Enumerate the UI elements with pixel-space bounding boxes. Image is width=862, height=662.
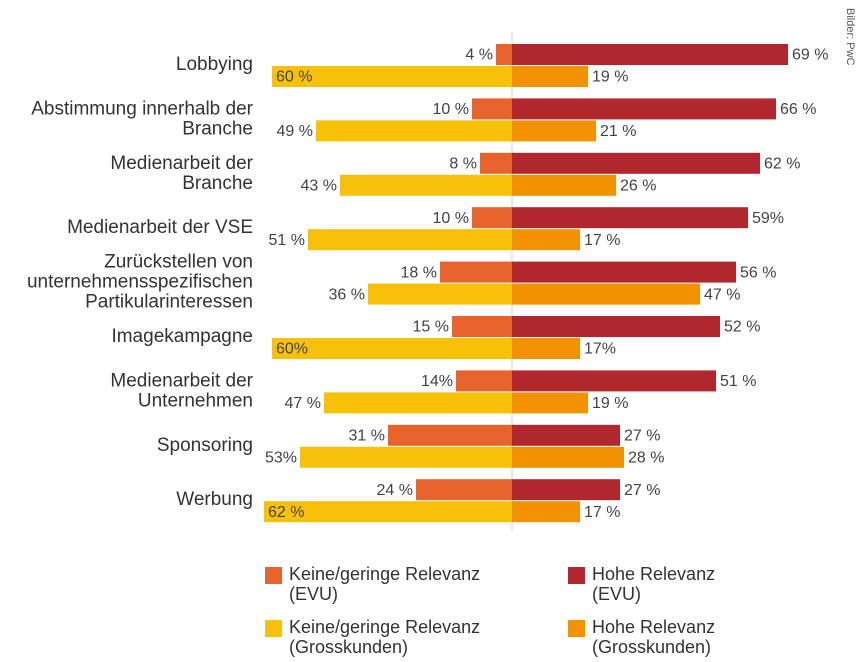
bar xyxy=(264,501,512,523)
value-label: 56 % xyxy=(740,264,776,281)
bar xyxy=(456,370,512,392)
category-label: Medienarbeit der Unternehmen xyxy=(110,370,253,411)
bar xyxy=(512,66,588,87)
value-label: 51 % xyxy=(269,232,305,249)
value-label: 62 % xyxy=(268,504,304,521)
value-label: 31 % xyxy=(349,428,385,445)
bar xyxy=(388,424,512,446)
value-label: 24 % xyxy=(377,482,413,499)
value-label: 14% xyxy=(421,373,453,390)
category-label: Medienarbeit der VSE xyxy=(67,217,253,238)
bar xyxy=(324,392,512,414)
value-label: 43 % xyxy=(301,178,337,195)
bar xyxy=(368,283,512,305)
bar xyxy=(512,174,616,196)
category-label: Werbung xyxy=(176,489,253,510)
bar xyxy=(472,98,512,120)
legend-label: Hohe Relevanz (Grosskunden) xyxy=(592,617,715,657)
bar xyxy=(316,120,512,142)
bar xyxy=(272,66,512,87)
bar xyxy=(512,229,580,251)
bar xyxy=(440,261,512,283)
category-label: Imagekampagne xyxy=(111,326,253,347)
value-label: 4 % xyxy=(465,47,493,64)
legend-swatch xyxy=(568,620,585,637)
bar xyxy=(512,501,580,523)
value-label: 47 % xyxy=(285,395,321,412)
bar xyxy=(512,392,588,414)
bar xyxy=(512,370,716,392)
value-label: 51 % xyxy=(720,373,756,390)
bar xyxy=(512,338,580,359)
bar xyxy=(512,44,788,65)
bar xyxy=(472,207,512,229)
value-label: 49 % xyxy=(277,123,313,140)
bar xyxy=(512,98,776,120)
bar xyxy=(512,283,700,305)
value-label: 15 % xyxy=(413,319,449,336)
value-label: 18 % xyxy=(401,264,437,281)
value-label: 59% xyxy=(752,210,784,227)
value-label: 69 % xyxy=(792,47,828,64)
value-label: 60 % xyxy=(276,69,312,86)
category-label: Zurückstellen von unternehmensspezifische… xyxy=(27,252,253,313)
credit: Bilder: PwC xyxy=(844,8,856,66)
bar xyxy=(272,338,512,359)
bar xyxy=(512,479,620,501)
category-label: Abstimmung innerhalb der Branche xyxy=(31,98,253,139)
value-label: 17 % xyxy=(584,504,620,521)
bar xyxy=(340,174,512,196)
category-label: Lobbying xyxy=(176,54,253,75)
category-label: Medienarbeit der Branche xyxy=(110,153,253,194)
value-label: 19 % xyxy=(592,69,628,86)
value-label: 27 % xyxy=(624,482,660,499)
bar xyxy=(512,207,748,229)
bar xyxy=(480,152,512,174)
legend-label: Keine/geringe Relevanz (Grosskunden) xyxy=(289,617,480,657)
bar xyxy=(512,424,620,446)
value-label: 10 % xyxy=(433,101,469,118)
value-label: 26 % xyxy=(620,178,656,195)
legend-label: Hohe Relevanz (EVU) xyxy=(592,564,715,604)
value-label: 17% xyxy=(584,341,616,358)
bar xyxy=(452,316,512,337)
value-label: 62 % xyxy=(764,156,800,173)
value-label: 10 % xyxy=(433,210,469,227)
bar xyxy=(416,479,512,501)
value-label: 53% xyxy=(265,450,297,467)
bar xyxy=(496,44,512,65)
value-label: 19 % xyxy=(592,395,628,412)
legend-label: Keine/geringe Relevanz (EVU) xyxy=(289,564,480,604)
bar xyxy=(512,152,760,174)
category-label: Sponsoring xyxy=(157,435,253,456)
bar xyxy=(512,316,720,337)
value-label: 21 % xyxy=(600,123,636,140)
value-label: 8 % xyxy=(449,156,477,173)
bar xyxy=(512,261,736,283)
bar xyxy=(512,120,596,142)
value-label: 28 % xyxy=(628,450,664,467)
value-label: 17 % xyxy=(584,232,620,249)
bar xyxy=(308,229,512,251)
value-label: 47 % xyxy=(704,286,740,303)
value-label: 52 % xyxy=(724,319,760,336)
value-label: 36 % xyxy=(329,286,365,303)
bar xyxy=(512,446,624,468)
bar xyxy=(300,446,512,468)
value-label: 66 % xyxy=(780,101,816,118)
value-label: 60% xyxy=(276,341,308,358)
legend-swatch xyxy=(265,620,282,637)
legend-swatch xyxy=(265,567,282,584)
value-label: 27 % xyxy=(624,428,660,445)
legend-swatch xyxy=(568,567,585,584)
